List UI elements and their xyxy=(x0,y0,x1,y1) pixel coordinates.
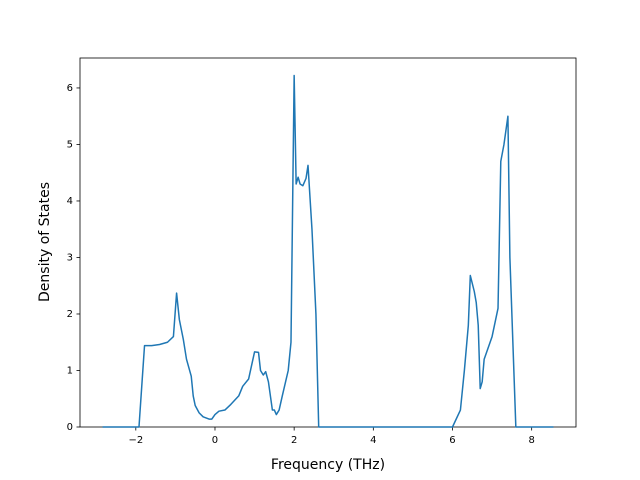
y-tick-label: 3 xyxy=(67,252,73,263)
x-tick-label: −2 xyxy=(128,435,143,446)
y-tick-label: 5 xyxy=(67,139,73,150)
x-tick-label: 4 xyxy=(370,435,376,446)
plot-frame xyxy=(79,57,577,428)
x-tick-label: 6 xyxy=(449,435,455,446)
x-tick-label: 0 xyxy=(212,435,218,446)
y-axis-label: Density of States xyxy=(37,182,53,302)
y-tick-label: 2 xyxy=(67,309,73,320)
x-tick-label: 2 xyxy=(291,435,297,446)
y-tick-label: 4 xyxy=(67,196,73,207)
line xyxy=(102,74,554,428)
y-tick-label: 1 xyxy=(67,365,73,376)
x-axis-label: Frequency (THz) xyxy=(271,457,385,473)
x-tick-label: 8 xyxy=(528,435,534,446)
y-tick-label: 0 xyxy=(67,422,73,433)
y-tick-label: 6 xyxy=(67,83,73,94)
